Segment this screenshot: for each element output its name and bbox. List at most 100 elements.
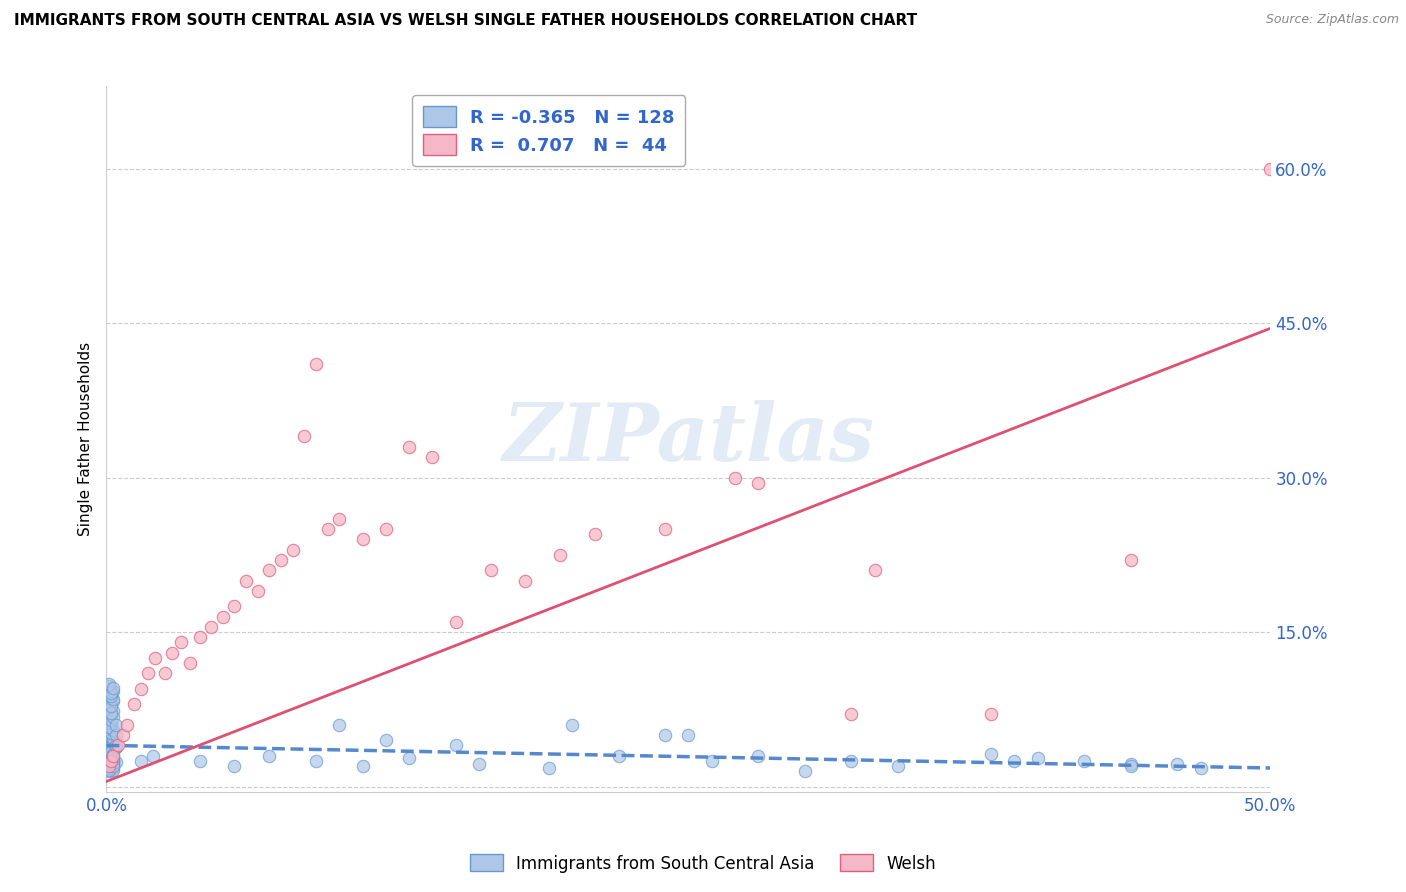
Point [104, 740, 127, 755]
Point [100, 749, 122, 764]
Point [1002, 754, 1025, 768]
Point [179, 656, 201, 670]
Point [124, 697, 146, 711]
Point [103, 761, 125, 775]
Point [422, 450, 444, 464]
Point [131, 681, 153, 696]
Point [104, 728, 127, 742]
Point [100, 699, 122, 714]
Point [103, 737, 125, 751]
Point [200, 620, 222, 634]
Point [100, 754, 122, 768]
Point [100, 749, 122, 764]
Point [1119, 553, 1142, 567]
Point [281, 542, 304, 557]
Point [97, 700, 120, 714]
Point [841, 754, 863, 768]
Point [104, 718, 127, 732]
Point [103, 753, 125, 767]
Point [212, 609, 235, 624]
Point [170, 635, 193, 649]
Point [188, 754, 211, 768]
Point [235, 574, 257, 588]
Point [103, 756, 125, 771]
Point [97, 761, 120, 775]
Point [100, 741, 122, 756]
Point [103, 731, 125, 746]
Point [100, 748, 122, 763]
Point [980, 747, 1002, 761]
Point [97, 723, 120, 737]
Point [100, 715, 122, 730]
Point [305, 754, 328, 768]
Point [100, 726, 122, 740]
Point [100, 743, 122, 757]
Point [100, 686, 122, 700]
Point [352, 533, 374, 547]
Point [97, 730, 120, 744]
Point [103, 741, 125, 756]
Point [97, 754, 120, 768]
Point [328, 512, 350, 526]
Point [292, 429, 315, 443]
Point [1119, 759, 1142, 773]
Point [117, 718, 139, 732]
Point [97, 718, 120, 732]
Point [398, 440, 420, 454]
Point [103, 747, 125, 761]
Point [398, 750, 420, 764]
Point [444, 615, 467, 629]
Point [515, 574, 537, 588]
Point [97, 676, 120, 690]
Point [97, 707, 120, 722]
Point [550, 548, 572, 562]
Point [583, 527, 606, 541]
Point [841, 707, 863, 722]
Point [103, 694, 125, 708]
Point [100, 743, 122, 757]
Point [678, 728, 700, 742]
Point [100, 746, 122, 760]
Point [747, 475, 769, 490]
Point [1119, 756, 1142, 771]
Point [131, 754, 153, 768]
Point [104, 740, 127, 755]
Text: IMMIGRANTS FROM SOUTH CENTRAL ASIA VS WELSH SINGLE FATHER HOUSEHOLDS CORRELATION: IMMIGRANTS FROM SOUTH CENTRAL ASIA VS WE… [14, 13, 917, 29]
Point [1189, 761, 1212, 775]
Point [103, 735, 125, 749]
Point [103, 763, 125, 777]
Point [100, 730, 122, 744]
Point [97, 759, 120, 773]
Point [479, 563, 502, 577]
Point [100, 697, 122, 711]
Point [97, 747, 120, 761]
Point [747, 748, 769, 763]
Point [270, 553, 292, 567]
Point [100, 713, 122, 727]
Point [224, 759, 246, 773]
Point [1260, 161, 1282, 176]
Point [97, 720, 120, 734]
Point [104, 736, 127, 750]
Point [305, 357, 328, 371]
Point [97, 762, 120, 776]
Point [97, 763, 120, 777]
Point [103, 756, 125, 770]
Point [374, 733, 396, 747]
Point [97, 702, 120, 716]
Point [246, 583, 269, 598]
Point [143, 650, 166, 665]
Point [103, 683, 125, 698]
Point [103, 748, 125, 763]
Point [100, 748, 122, 763]
Point [724, 470, 747, 484]
Point [97, 759, 120, 773]
Point [97, 715, 120, 730]
Point [97, 729, 120, 743]
Point [444, 739, 467, 753]
Point [103, 709, 125, 723]
Point [100, 736, 122, 750]
Point [100, 746, 122, 760]
Point [1073, 754, 1095, 768]
Legend: Immigrants from South Central Asia, Welsh: Immigrants from South Central Asia, Wels… [463, 847, 943, 880]
